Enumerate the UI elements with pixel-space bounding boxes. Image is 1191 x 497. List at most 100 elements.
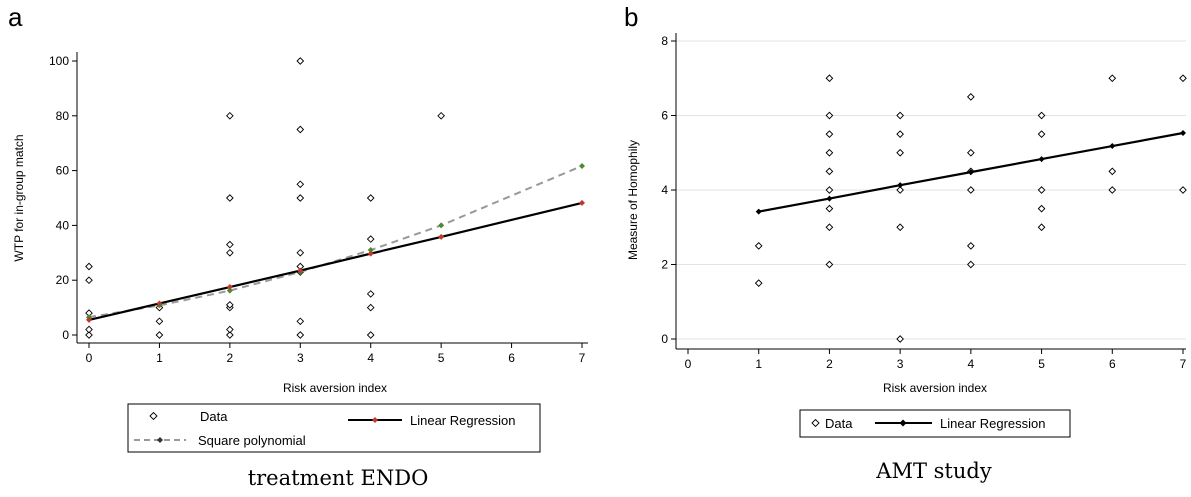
- panel-b-legend-data-marker: [811, 418, 820, 428]
- panel-b-letter: b: [624, 2, 638, 32]
- panel-b-data-point: [1179, 74, 1187, 83]
- panel-a-x-tick-label: 7: [579, 351, 586, 365]
- panel-a-linear-regression-marker: [579, 199, 585, 206]
- panel-b-data-point: [1108, 167, 1117, 176]
- panel-b-data-point: [896, 148, 904, 157]
- panel-a-data-point: [296, 180, 305, 189]
- panel-a-legend: Data Linear Regression Square polynomial: [127, 403, 541, 453]
- panel-a-data-point: [366, 290, 375, 298]
- panel-b-linear-regression-marker: [1038, 156, 1045, 163]
- panel-a-data-point: [85, 276, 93, 285]
- panel-a-legend-data: Data: [200, 409, 228, 424]
- panel-b-x-tick-label: 4: [968, 357, 975, 371]
- panel-b-data-point: [896, 111, 904, 120]
- panel-b-x-axis-label: Risk aversion index: [883, 381, 987, 395]
- panel-a-square-polynomial-line: [88, 165, 583, 319]
- panel-a-caption: treatment ENDO: [248, 466, 429, 490]
- panel-b-data-point: [896, 130, 904, 138]
- panel-a-y-tick-label: 80: [56, 109, 70, 123]
- panel-a-data-point: [366, 235, 375, 243]
- panel-b-data-point: [967, 93, 975, 101]
- panel-b-data-point: [967, 260, 975, 269]
- panel-b-data-point: [967, 148, 975, 157]
- panel-b-data-point: [754, 279, 763, 287]
- panel-b-legend-box: [799, 409, 1071, 438]
- panel-b-y-tick-label: 4: [661, 183, 668, 197]
- panel-a-legend-poly: Square polynomial: [198, 433, 306, 448]
- panel-b-data-point: [825, 223, 834, 232]
- panel-a-data-point: [226, 301, 234, 309]
- panel-b-data-point: [1037, 204, 1046, 213]
- panel-b-data-point: [825, 74, 834, 83]
- panel-a-data-point: [296, 248, 305, 257]
- panel-a-linear-regression-marker: [367, 250, 374, 257]
- panel-b-data-point: [1037, 223, 1046, 232]
- panel-a-data-point: [366, 331, 375, 339]
- panel-a-data-point: [296, 57, 305, 65]
- panel-a-letter: a: [8, 2, 23, 32]
- panel-b-data-point: [754, 242, 763, 250]
- panel-a-legend-box: [127, 403, 541, 453]
- panel-b-legend: Data Linear Regression: [799, 409, 1071, 438]
- panel-a-legend-poly-marker: [157, 437, 163, 443]
- panel-b-data-point: [896, 186, 904, 194]
- panel-a-y-tick-label: 0: [62, 328, 69, 342]
- panel-a-data-point: [366, 303, 375, 312]
- panel-a-linear-regression-marker: [156, 300, 163, 307]
- plot-b: 0 2 4 6 8 0 1 2 3 4 5 6 7: [661, 33, 1187, 371]
- panel-b-y-tick-label: 0: [661, 332, 668, 346]
- panel-b-legend-data: Data: [825, 416, 853, 431]
- panel-a-square-polynomial-marker: [438, 222, 445, 229]
- panel-a-x-tick-label: 6: [508, 351, 515, 365]
- panel-a-y-tick-label: 20: [56, 273, 70, 287]
- panel-a-data-point: [85, 262, 93, 271]
- panel-a-data-point: [226, 248, 234, 257]
- panel-b-data-point: [825, 186, 834, 194]
- panel-b-x-tick-label: 3: [897, 357, 904, 371]
- panel-b-data-point: [825, 130, 834, 138]
- panel-a: a 0 20 40 60 80 100 0 1 2 3 4 5 6 7 Risk aversion ind…: [8, 2, 588, 490]
- panel-a-x-tick-label: 5: [438, 351, 445, 365]
- panel-b-linear-regression-marker: [755, 208, 762, 215]
- panel-b-legend-linear-marker: [899, 419, 907, 427]
- panel-b-x-tick-label: 6: [1109, 357, 1116, 371]
- panel-b-data-point: [1037, 186, 1046, 194]
- panel-a-x-tick-label: 3: [297, 351, 304, 365]
- panel-a-x-tick-label: 4: [367, 351, 374, 365]
- panel-a-data-point: [296, 194, 305, 202]
- panel-a-linear-regression-marker: [297, 267, 304, 274]
- panel-a-x-tick-label: 2: [227, 351, 234, 365]
- panel-b-y-axis-label: Measure of Homophily: [626, 140, 640, 260]
- panel-a-data-point: [366, 194, 375, 202]
- panel-a-linear-regression-line: [88, 201, 583, 322]
- panel-a-legend-data-marker: [149, 411, 158, 421]
- panel-b-data-point: [1108, 74, 1117, 83]
- panel-a-linear-regression-marker: [438, 233, 445, 240]
- panel-a-square-polynomial-marker: [226, 287, 233, 294]
- panel-b-data-point: [825, 167, 834, 176]
- panel-a-data-point: [226, 325, 234, 334]
- panel-a-legend-linear: Linear Regression: [410, 413, 516, 428]
- panel-a-legend-linear-marker: [372, 417, 378, 423]
- panel-b-data-point: [825, 148, 834, 157]
- panel-a-data-point: [226, 194, 234, 202]
- panel-b-x-tick-label: 2: [826, 357, 833, 371]
- panel-b-x-tick-label: 5: [1038, 357, 1045, 371]
- panel-a-x-tick-label: 1: [156, 351, 163, 365]
- panel-b-y-tick-label: 6: [661, 109, 668, 123]
- panel-b-data-point: [1108, 186, 1117, 194]
- panel-a-data-point: [296, 125, 305, 134]
- panel-b-data-point: [967, 186, 975, 194]
- panel-a-linear-regression-marker: [86, 316, 92, 323]
- panel-a-data-point: [155, 317, 164, 326]
- panel-b-linear-regression-marker: [826, 195, 833, 202]
- panel-b-x-tick-label: 0: [685, 357, 692, 371]
- panel-a-y-tick-label: 60: [56, 164, 70, 178]
- panel-a-x-tick-label: 0: [86, 351, 93, 365]
- panel-b-data-point: [825, 204, 834, 213]
- panel-b-data-point: [1037, 130, 1046, 138]
- panel-a-data-point: [155, 331, 164, 339]
- panel-a-data-point: [296, 317, 305, 326]
- panel-a-data-point: [85, 309, 93, 317]
